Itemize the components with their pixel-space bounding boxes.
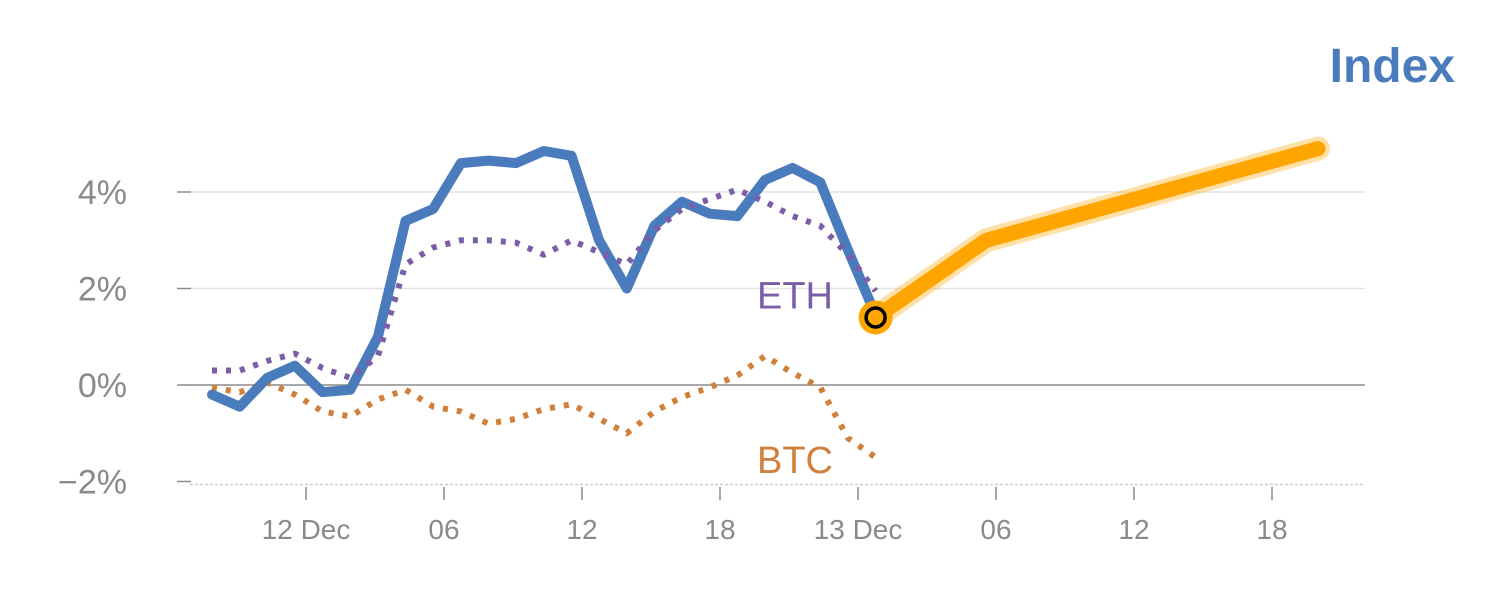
series-line-index (207, 146, 881, 412)
y-tick-label: 2% (78, 271, 127, 309)
chart-title: Index (1330, 40, 1456, 93)
x-tick-label: 13 Dec (814, 514, 903, 545)
y-tick-label: 4% (78, 174, 127, 212)
x-tick-label: 06 (980, 514, 1011, 545)
forecast-line (868, 141, 1326, 325)
series-line-eth (212, 186, 878, 381)
y-tick-label: 0% (78, 367, 127, 405)
series-label-eth: ETH (757, 276, 833, 318)
y-axis: −2% 0% 2% 4% (58, 174, 191, 502)
series-lines (207, 136, 1330, 460)
endpoint-marker-halo (858, 300, 893, 335)
x-axis: 12 Dec 06 12 18 13 Dec 06 12 18 (262, 487, 1288, 545)
series-label-btc: BTC (757, 440, 833, 482)
endpoint-marker (864, 306, 887, 329)
x-tick-label: 18 (1256, 514, 1287, 545)
x-tick-label: 12 Dec (262, 514, 351, 545)
x-tick-label: 06 (428, 514, 459, 545)
x-tick-label: 18 (704, 514, 735, 545)
x-tick-label: 12 (566, 514, 597, 545)
y-tick-label: −2% (58, 464, 127, 502)
series-labels: ETH BTC (757, 276, 833, 482)
x-tick-label: 12 (1118, 514, 1149, 545)
